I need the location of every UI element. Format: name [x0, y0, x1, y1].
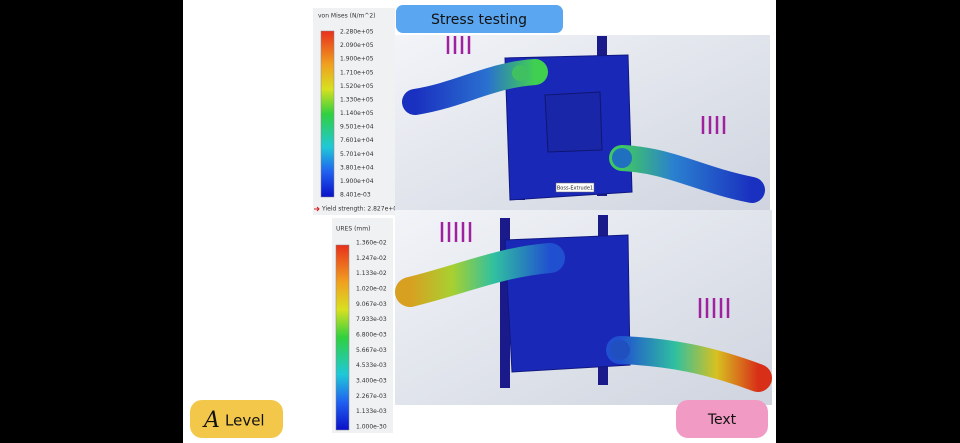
annotation: Boss-Extrude1: [557, 186, 593, 192]
legend-label: 1.900e+04: [340, 178, 374, 185]
badge-label: Text: [707, 412, 737, 428]
legend-label: 1.360e-02: [356, 240, 387, 247]
legend-label: 2.267e-03: [356, 393, 387, 400]
legend-label: 1.247e-02: [356, 255, 387, 262]
level-badge[interactable]: [190, 400, 283, 438]
legend-label: 9.067e-03: [356, 301, 387, 308]
color-bar: [320, 30, 335, 198]
legend-label: 8.401e-03: [340, 192, 371, 199]
title-button[interactable]: [396, 5, 563, 33]
legend-label: 5.667e-03: [356, 347, 387, 354]
legend-title: von Mises (N/m^2): [318, 13, 376, 20]
legend-label: 7.601e+04: [340, 137, 374, 144]
badge-mark: A: [202, 408, 220, 433]
stress-image: Boss-Extrude1: [395, 35, 770, 210]
legend-label: 1.000e-30: [356, 424, 387, 431]
legend-label: 2.280e+05: [340, 29, 374, 36]
legend-label: 2.090e+05: [340, 42, 374, 49]
legend-label: 7.933e-03: [356, 316, 387, 323]
legend-label: 1.140e+05: [340, 110, 374, 117]
legend-label: 1.020e-02: [356, 286, 387, 293]
legend-label: 3.400e-03: [356, 378, 387, 385]
legend-label: 3.801e+04: [340, 164, 374, 171]
legend-label: 1.900e+05: [340, 56, 374, 63]
yield-arrow: [314, 206, 320, 212]
legend-label: 1.133e-02: [356, 270, 387, 277]
title: Stress testing: [431, 12, 527, 28]
legend-label: 1.133e-03: [356, 408, 387, 415]
legend-label: 1.710e+05: [340, 69, 374, 76]
legend-title: URES (mm): [336, 226, 370, 233]
legend-label: 5.701e+04: [340, 151, 374, 158]
legend-label: 4.533e-03: [356, 362, 387, 369]
yield-label: Yield strength: 2.827e+08: [321, 206, 401, 213]
color-bar: [335, 244, 350, 431]
legend-label: 1.330e+05: [340, 96, 374, 103]
legend-label: 6.800e-03: [356, 332, 387, 339]
displacement-image: [395, 210, 772, 405]
badge-label: Level: [225, 412, 265, 430]
text-badge[interactable]: [676, 400, 768, 438]
legend-label: 9.501e+04: [340, 124, 374, 131]
legend-label: 1.520e+05: [340, 83, 374, 90]
